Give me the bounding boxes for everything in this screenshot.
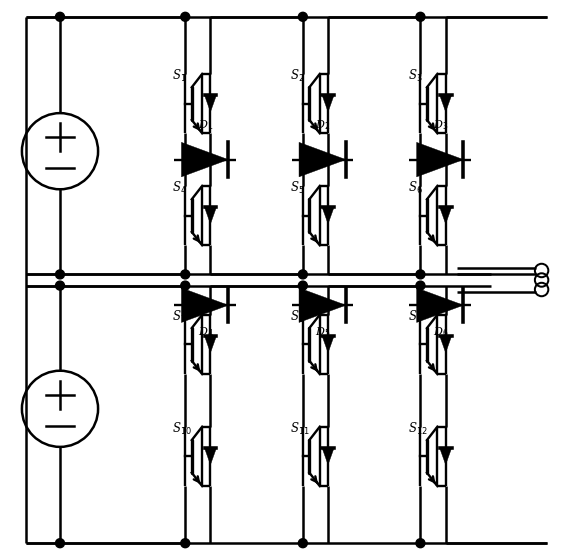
Circle shape (416, 270, 425, 279)
Polygon shape (417, 142, 463, 177)
Polygon shape (181, 288, 228, 323)
Polygon shape (440, 95, 452, 112)
Text: D$_6$: D$_6$ (433, 325, 449, 339)
Polygon shape (322, 207, 334, 224)
Circle shape (181, 539, 190, 548)
Circle shape (56, 281, 65, 290)
Polygon shape (204, 95, 216, 112)
Text: S$_7$: S$_7$ (173, 309, 187, 325)
Text: S$_9$: S$_9$ (408, 309, 423, 325)
Circle shape (56, 270, 65, 279)
Text: D$_5$: D$_5$ (315, 325, 331, 339)
Circle shape (298, 281, 307, 290)
Circle shape (181, 281, 190, 290)
Text: S$_2$: S$_2$ (290, 68, 304, 85)
Circle shape (416, 281, 425, 290)
Polygon shape (204, 336, 216, 353)
Circle shape (181, 12, 190, 21)
Circle shape (181, 270, 190, 279)
Text: D$_4$: D$_4$ (198, 325, 214, 339)
Polygon shape (299, 142, 346, 177)
Circle shape (298, 12, 307, 21)
Text: S$_5$: S$_5$ (290, 180, 305, 197)
Circle shape (56, 12, 65, 21)
Circle shape (56, 539, 65, 548)
Polygon shape (440, 448, 452, 465)
Polygon shape (322, 448, 334, 465)
Text: D$_3$: D$_3$ (433, 119, 449, 132)
Polygon shape (417, 288, 463, 323)
Text: S$_{12}$: S$_{12}$ (408, 421, 428, 437)
Text: S$_{10}$: S$_{10}$ (173, 421, 193, 437)
Text: D$_1$: D$_1$ (198, 119, 213, 132)
Text: S$_1$: S$_1$ (173, 68, 187, 85)
Text: S$_6$: S$_6$ (408, 180, 423, 197)
Circle shape (298, 270, 307, 279)
Text: S$_3$: S$_3$ (408, 68, 423, 85)
Circle shape (416, 539, 425, 548)
Polygon shape (204, 448, 216, 465)
Text: S$_{11}$: S$_{11}$ (290, 421, 310, 437)
Text: S$_8$: S$_8$ (290, 309, 305, 325)
Polygon shape (322, 95, 334, 112)
Polygon shape (181, 142, 228, 177)
Polygon shape (440, 207, 452, 224)
Polygon shape (204, 207, 216, 224)
Circle shape (298, 539, 307, 548)
Polygon shape (440, 336, 452, 353)
Text: S$_4$: S$_4$ (173, 180, 187, 197)
Polygon shape (322, 336, 334, 353)
Text: D$_2$: D$_2$ (315, 119, 331, 132)
Circle shape (416, 12, 425, 21)
Polygon shape (299, 288, 346, 323)
